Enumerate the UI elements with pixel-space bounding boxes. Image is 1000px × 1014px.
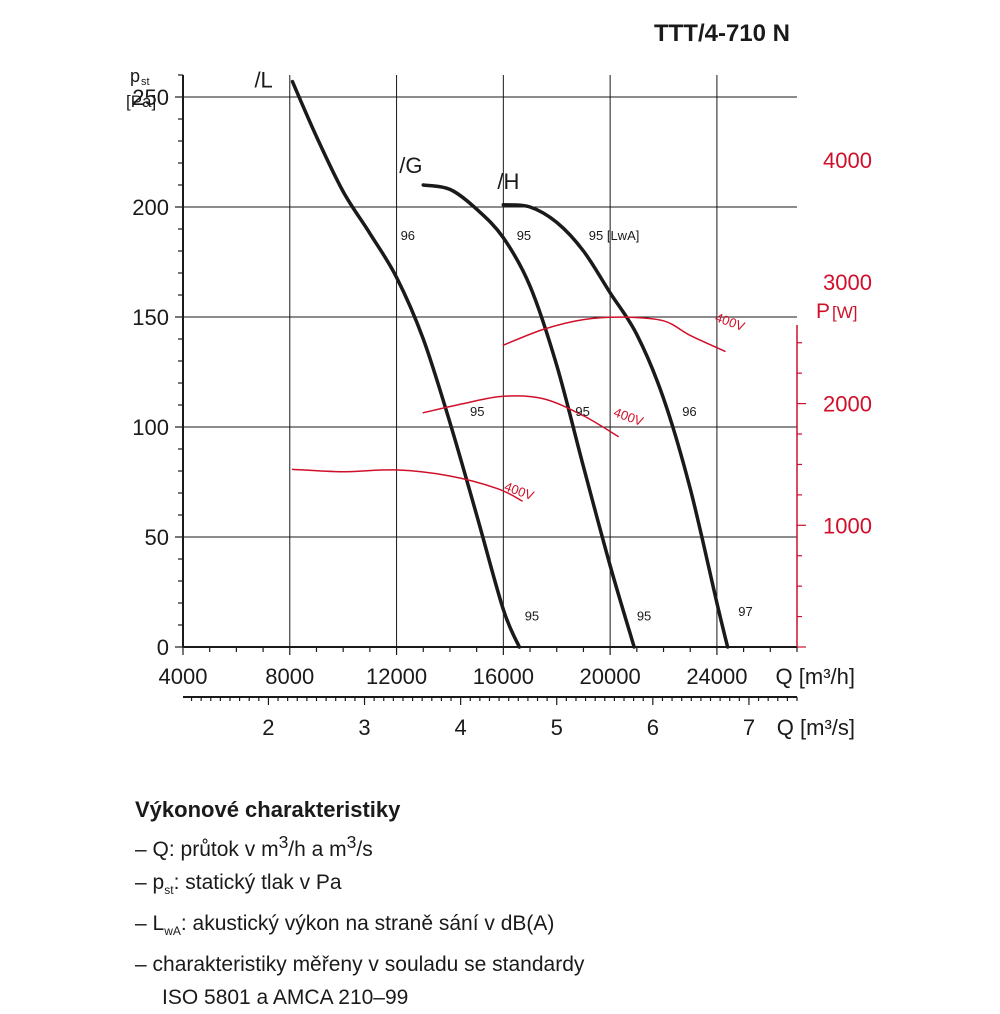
pressure-curve-h [501,203,730,649]
x-tick-label: 12000 [366,664,427,689]
noise-level-label: 95 [470,404,484,419]
y2-tick-label: 2000 [823,392,872,417]
legend-text: L [152,912,165,936]
y-axis-label: p [130,66,140,86]
power-curve-400v [422,395,619,438]
x2-tick-label: 4 [455,715,467,740]
noise-level-label: 97 [738,604,752,619]
x2-tick-label: 3 [358,715,370,740]
x-axis-label: Q [m³/h] [776,664,855,689]
legend-sup: 3 [278,832,289,852]
legend-text: /s [356,838,373,861]
x2-tick-label: 5 [551,715,563,740]
x-tick-label: 24000 [686,664,747,689]
legend-dash: – [135,912,147,936]
pressure-curve-l [290,79,522,649]
curve-label: /L [254,68,272,93]
legend-item-q: – Q: průtok v m3/h a m3/s [135,826,955,866]
legend: Výkonové charakteristiky – Q: průtok v m… [135,793,955,1014]
curve-label: /H [497,169,519,194]
y-axis-label-sub: st [141,76,150,88]
y-tick-label: 250 [132,85,169,110]
legend-text: Q: průtok v m [152,838,279,861]
y2-tick-label: 3000 [823,270,872,295]
y-axis-unit: [Pa] [126,92,156,111]
x2-tick-label: 7 [743,715,755,740]
power-label-400v: 400V [713,310,747,335]
y-tick-label: 50 [145,525,169,550]
y2-tick-label: 1000 [823,513,872,538]
y2-tick-label: 4000 [823,148,872,173]
x-tick-label: 4000 [159,664,208,689]
y2-axis-label: P [816,300,830,323]
x2-tick-label: 6 [647,715,659,740]
noise-level-label: 95 [525,609,539,624]
legend-heading: Výkonové charakteristiky [135,797,401,822]
y2-axis-unit: [W] [832,303,858,322]
pressure-curve-g [421,183,636,649]
legend-item-pst: – pst: statický tlak v Pa [135,866,955,907]
x2-axis-label: Q [m³/s] [777,715,855,740]
y-tick-label: 150 [132,305,169,330]
legend-item-standard-cont: ISO 5801 a AMCA 210–99 [162,986,409,1010]
power-label-400v: 400V [612,404,646,429]
noise-level-label: 95 [LwA] [589,228,640,243]
legend-sup: 3 [346,832,357,852]
legend-dash: – [135,838,147,861]
legend-text: : statický tlak v Pa [173,871,342,894]
power-curve-400v [291,468,523,502]
chart-title: TTT/4-710 N [653,20,790,47]
y-tick-label: 0 [157,635,169,660]
noise-level-label: 96 [401,228,415,243]
legend-text: charakteristiky měřeny v souladu se stan… [152,953,585,977]
noise-level-label: 96 [682,404,696,419]
x-tick-label: 8000 [265,664,314,689]
legend-text: /h a m [288,838,347,861]
y-tick-label: 100 [132,415,169,440]
x-tick-label: 20000 [580,664,641,689]
y-tick-label: 200 [132,195,169,220]
noise-level-label: 95 [637,609,651,624]
legend-sub: wA [164,924,181,939]
noise-level-label: 95 [517,228,531,243]
legend-dash: – [135,953,147,977]
curve-label: /G [399,153,422,178]
noise-level-label: 95 [575,404,589,419]
legend-text: : akustický výkon na straně sání v dB(A) [180,912,555,936]
x-tick-label: 16000 [473,664,534,689]
legend-dash: – [135,871,147,894]
legend-item-lwa: – LwA: akustický výkon na straně sání v … [135,907,955,948]
legend-text: p [152,871,165,894]
legend-sub: st [164,883,174,898]
power-curve-400v [502,316,726,353]
x2-tick-label: 2 [262,715,274,740]
legend-item-standard: – charakteristiky měřeny v souladu se st… [135,948,955,981]
